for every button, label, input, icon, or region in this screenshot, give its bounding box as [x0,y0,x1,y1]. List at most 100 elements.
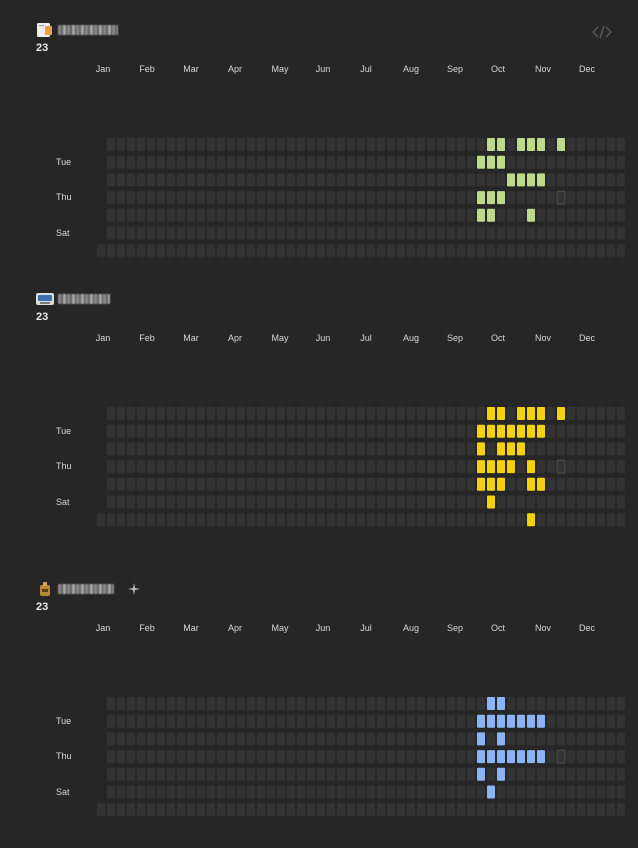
day-cell[interactable] [237,424,245,438]
day-cell[interactable] [367,513,375,527]
day-cell[interactable] [387,244,395,258]
active-day-cell[interactable] [497,714,505,728]
day-cell[interactable] [347,226,355,240]
day-cell[interactable] [197,244,205,258]
day-cell[interactable] [197,750,205,764]
day-cell[interactable] [317,767,325,781]
active-day-cell[interactable] [497,442,505,456]
day-cell[interactable] [447,785,455,799]
day-cell[interactable] [297,785,305,799]
day-cell[interactable] [617,244,625,258]
day-cell[interactable] [607,732,615,746]
day-cell[interactable] [457,732,465,746]
day-cell[interactable] [557,803,565,817]
day-cell[interactable] [137,750,145,764]
day-cell[interactable] [267,803,275,817]
day-cell[interactable] [147,732,155,746]
day-cell[interactable] [207,138,215,151]
day-cell[interactable] [137,442,145,456]
day-cell[interactable] [327,767,335,781]
day-cell[interactable] [247,785,255,799]
day-cell[interactable] [577,714,585,728]
day-cell[interactable] [217,477,225,491]
day-cell[interactable] [427,495,435,509]
day-cell[interactable] [317,750,325,764]
day-cell[interactable] [407,732,415,746]
day-cell[interactable] [167,767,175,781]
day-cell[interactable] [437,750,445,764]
day-cell[interactable] [127,495,135,509]
day-cell[interactable] [157,226,165,240]
day-cell[interactable] [207,208,215,222]
day-cell[interactable] [597,155,605,169]
active-day-cell[interactable] [527,513,535,527]
day-cell[interactable] [497,785,505,799]
day-cell[interactable] [307,477,315,491]
active-day-cell[interactable] [517,442,525,456]
day-cell[interactable] [507,155,515,169]
day-cell[interactable] [607,138,615,151]
day-cell[interactable] [197,803,205,817]
day-cell[interactable] [487,173,495,187]
day-cell[interactable] [217,697,225,710]
day-cell[interactable] [167,477,175,491]
day-cell[interactable] [127,697,135,710]
day-cell[interactable] [207,750,215,764]
day-cell[interactable] [357,513,365,527]
day-cell[interactable] [217,495,225,509]
day-cell[interactable] [547,513,555,527]
day-cell[interactable] [207,785,215,799]
day-cell[interactable] [457,244,465,258]
day-cell[interactable] [367,155,375,169]
day-cell[interactable] [427,244,435,258]
day-cell[interactable] [427,477,435,491]
day-cell[interactable] [367,714,375,728]
day-cell[interactable] [337,750,345,764]
day-cell[interactable] [307,697,315,710]
day-cell[interactable] [157,208,165,222]
day-cell[interactable] [407,495,415,509]
day-cell[interactable] [307,173,315,187]
active-day-cell[interactable] [487,750,495,764]
day-cell[interactable] [157,750,165,764]
day-cell[interactable] [377,513,385,527]
day-cell[interactable] [387,407,395,420]
day-cell[interactable] [327,155,335,169]
day-cell[interactable] [457,460,465,474]
day-cell[interactable] [557,697,565,710]
day-cell[interactable] [407,442,415,456]
day-cell[interactable] [417,424,425,438]
day-cell[interactable] [187,191,195,205]
day-cell[interactable] [337,407,345,420]
active-day-cell[interactable] [517,407,525,420]
day-cell[interactable] [467,477,475,491]
active-day-cell[interactable] [517,173,525,187]
day-cell[interactable] [257,442,265,456]
day-cell[interactable] [207,513,215,527]
day-cell[interactable] [617,442,625,456]
day-cell[interactable] [277,460,285,474]
day-cell[interactable] [567,173,575,187]
day-cell[interactable] [307,750,315,764]
day-cell[interactable] [527,803,535,817]
active-day-cell[interactable] [527,208,535,222]
day-cell[interactable] [417,226,425,240]
active-day-cell[interactable] [557,138,565,151]
day-cell[interactable] [247,750,255,764]
active-day-cell[interactable] [527,714,535,728]
day-cell[interactable] [147,407,155,420]
day-cell[interactable] [587,424,595,438]
day-cell[interactable] [387,767,395,781]
day-cell[interactable] [387,208,395,222]
day-cell[interactable] [267,495,275,509]
day-cell[interactable] [127,191,135,205]
day-cell[interactable] [187,138,195,151]
day-cell[interactable] [467,407,475,420]
day-cell[interactable] [167,732,175,746]
day-cell[interactable] [317,732,325,746]
day-cell[interactable] [127,226,135,240]
day-cell[interactable] [127,732,135,746]
active-day-cell[interactable] [527,460,535,474]
day-cell[interactable] [117,714,125,728]
day-cell[interactable] [267,732,275,746]
